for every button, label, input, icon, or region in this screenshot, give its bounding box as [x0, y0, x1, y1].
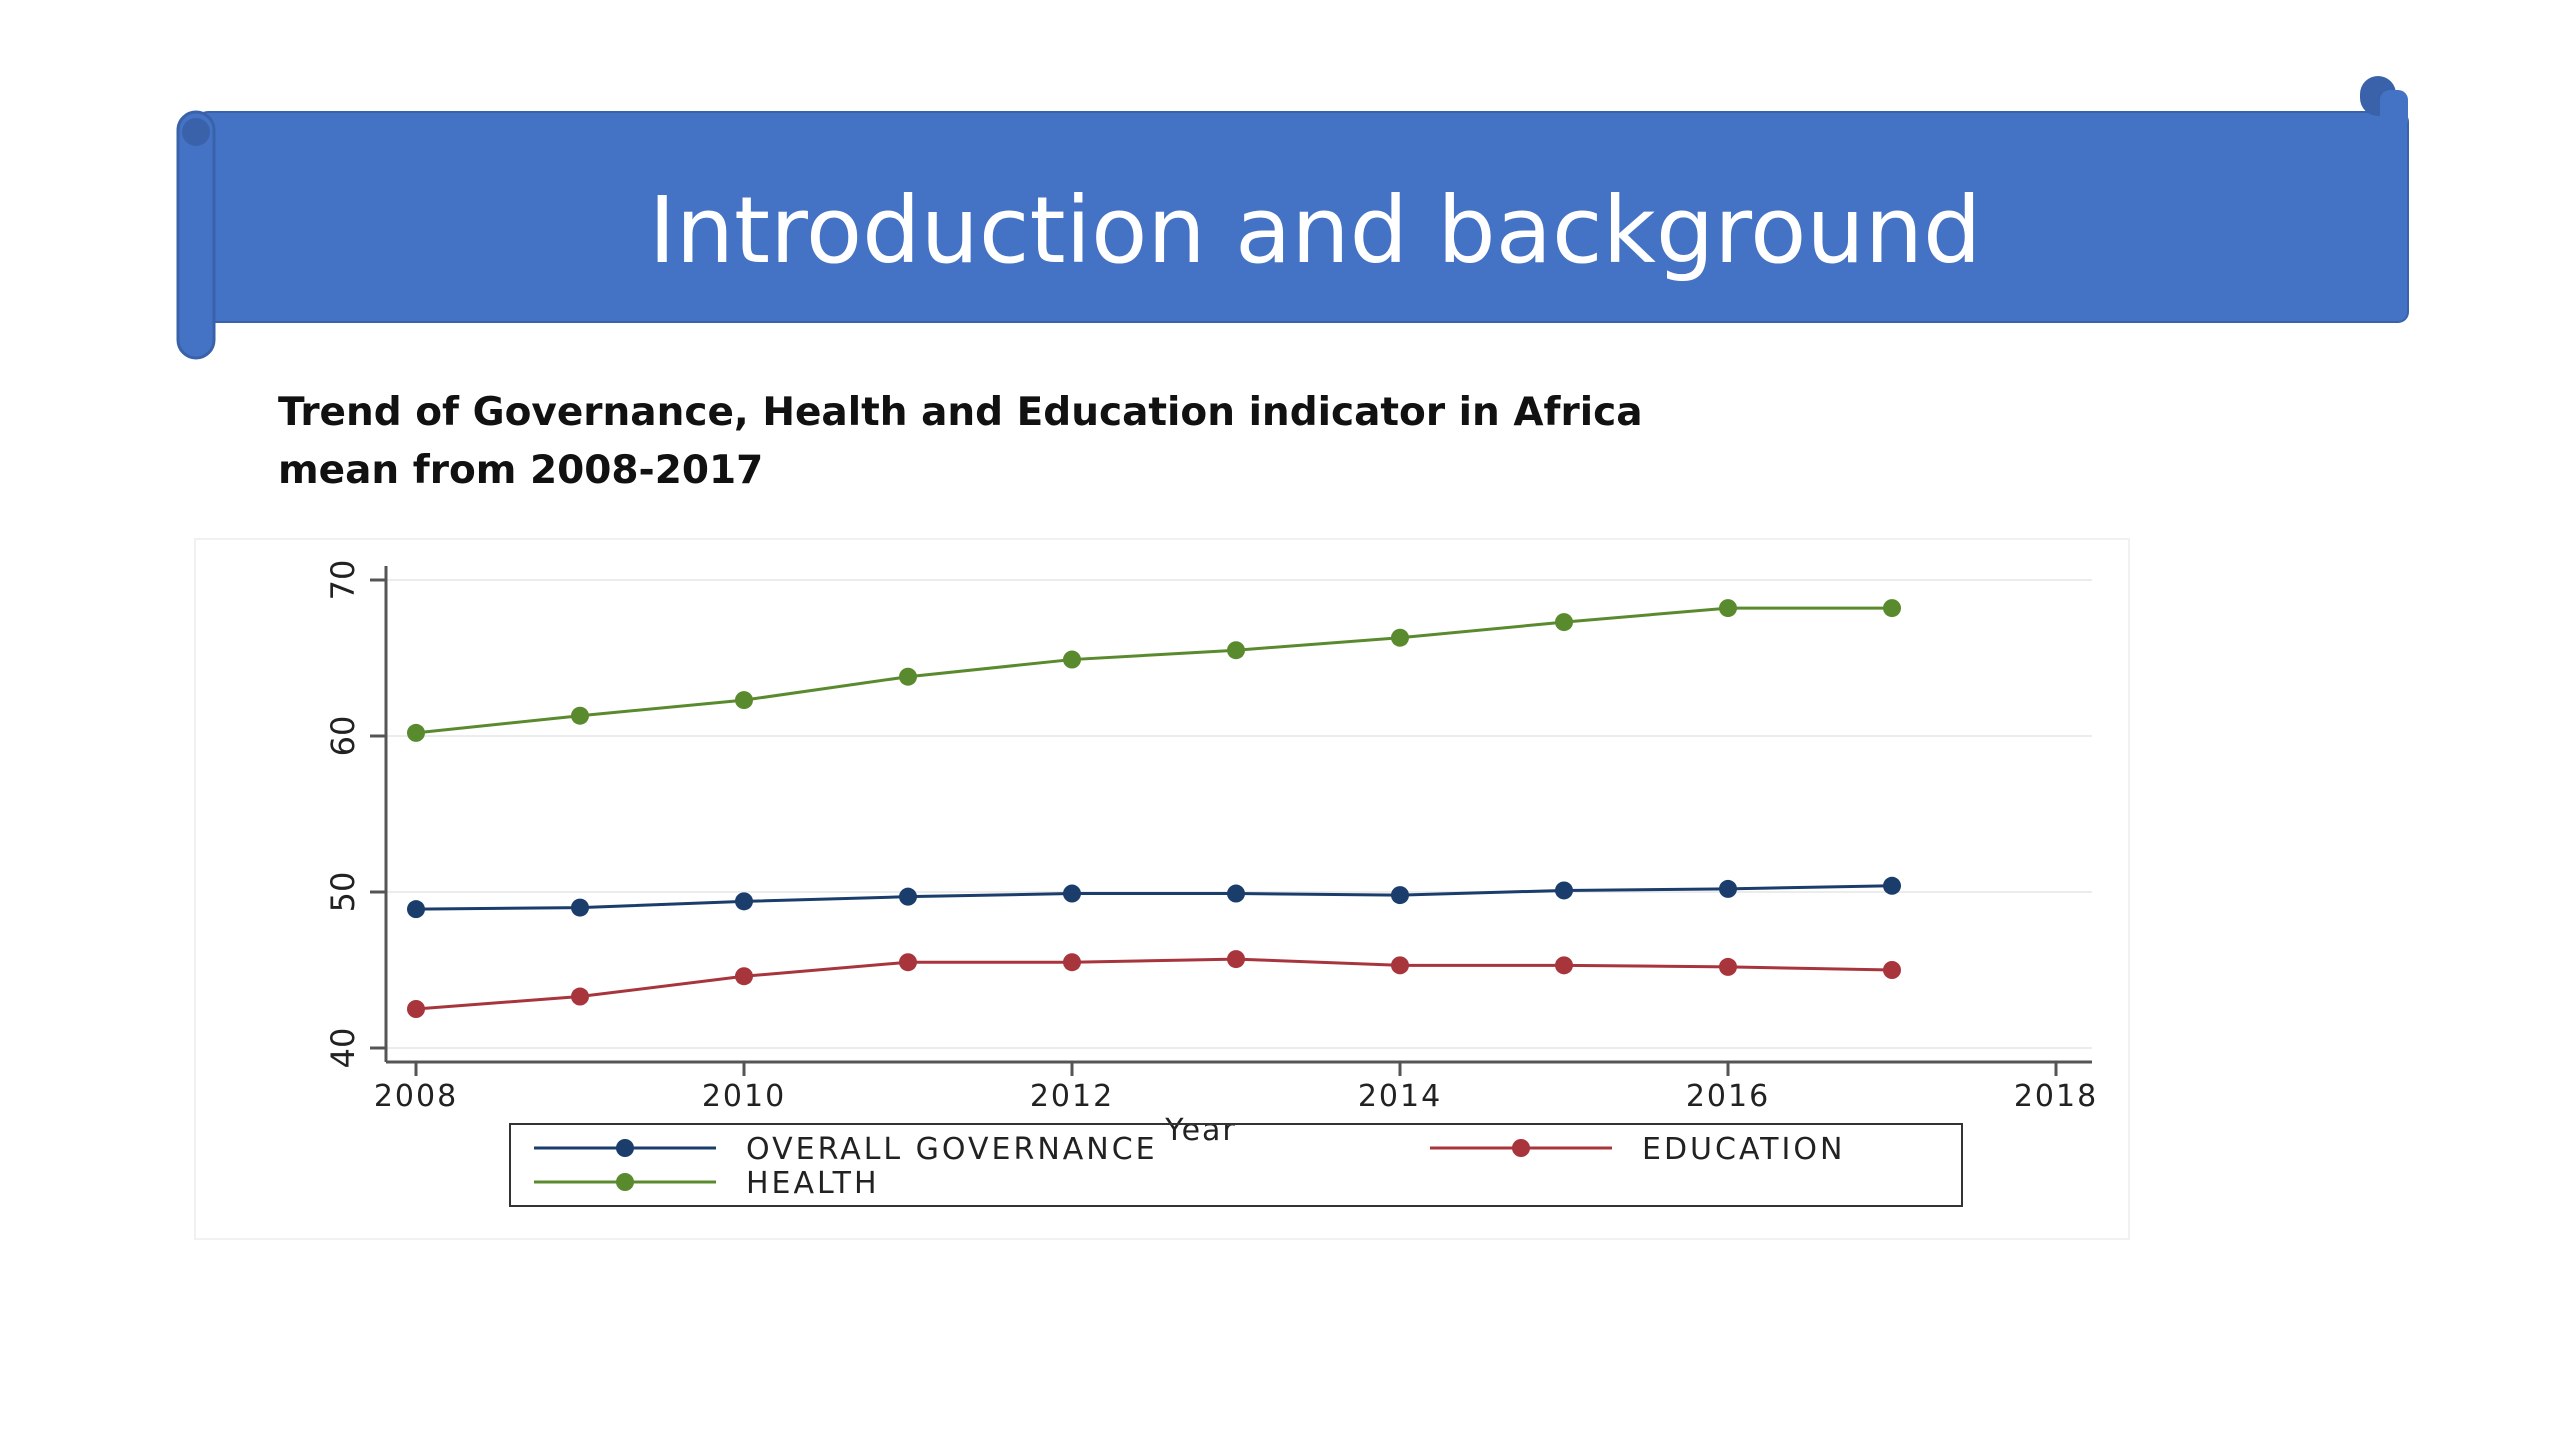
banner-left-curl	[182, 118, 210, 146]
chart-subtitle: Trend of Governance, Health and Educatio…	[278, 384, 1678, 500]
data-point	[1063, 650, 1081, 669]
x-axis-label: Year	[1164, 1113, 1237, 1148]
banner-left-roll	[176, 110, 216, 360]
data-point	[1063, 884, 1081, 903]
data-point	[1391, 628, 1409, 647]
legend-box	[509, 1123, 1963, 1207]
series-line-0	[415, 884, 1893, 911]
data-point	[735, 691, 753, 710]
data-point	[1227, 641, 1245, 660]
legend-label: EDUCATION	[1642, 1132, 1845, 1167]
data-point	[1883, 876, 1901, 895]
slide-title: Introduction and background	[648, 176, 1982, 284]
x-tick-label: 2012	[1030, 1079, 1114, 1114]
data-point	[407, 1000, 425, 1018]
data-point	[1719, 599, 1737, 618]
chart-frame: 40506070200820102012201420162018Yearmean…	[194, 538, 2130, 1240]
data-point	[1227, 884, 1245, 903]
data-point	[407, 723, 425, 742]
data-point	[899, 953, 917, 972]
y-tick-label: 60	[324, 716, 362, 757]
data-point	[1063, 953, 1081, 972]
line-chart: 40506070200820102012201420162018Yearmean…	[324, 560, 2098, 1207]
x-tick-label: 2008	[374, 1079, 458, 1114]
x-tick-label: 2018	[2014, 1079, 2098, 1114]
data-point	[899, 667, 917, 686]
data-point	[1555, 956, 1573, 975]
data-point	[1555, 613, 1573, 632]
data-point	[571, 898, 589, 917]
series-line-1	[415, 957, 1893, 1011]
data-point	[1227, 950, 1245, 969]
data-point	[1391, 956, 1409, 975]
legend-marker	[616, 1139, 634, 1157]
data-point	[735, 967, 753, 986]
series-line-2	[415, 606, 1892, 735]
data-point	[407, 900, 425, 919]
legend-label: OVERALL GOVERNANCE	[746, 1132, 1158, 1167]
data-point	[899, 887, 917, 906]
data-point	[1391, 886, 1409, 905]
y-tick-label: 50	[324, 872, 362, 913]
x-tick-label: 2016	[1686, 1079, 1770, 1114]
x-tick-label: 2010	[702, 1079, 786, 1114]
data-point	[1883, 599, 1901, 618]
data-point	[1719, 957, 1737, 976]
subtitle-line-2: mean from 2008-2017	[278, 448, 764, 493]
legend-label: HEALTH	[746, 1166, 880, 1201]
y-tick-label: 70	[324, 560, 362, 601]
data-point	[1883, 961, 1901, 979]
banner-right-edge	[2380, 90, 2408, 130]
legend-marker	[616, 1173, 634, 1191]
legend-marker	[1512, 1139, 1530, 1157]
data-point	[1555, 881, 1573, 900]
x-tick-label: 2014	[1358, 1079, 1442, 1114]
data-point	[735, 892, 753, 911]
y-tick-label: 40	[324, 1028, 362, 1069]
subtitle-line-1: Trend of Governance, Health and Educatio…	[278, 390, 1643, 435]
data-point	[571, 706, 589, 725]
data-point	[571, 987, 589, 1006]
data-point	[1719, 879, 1737, 898]
